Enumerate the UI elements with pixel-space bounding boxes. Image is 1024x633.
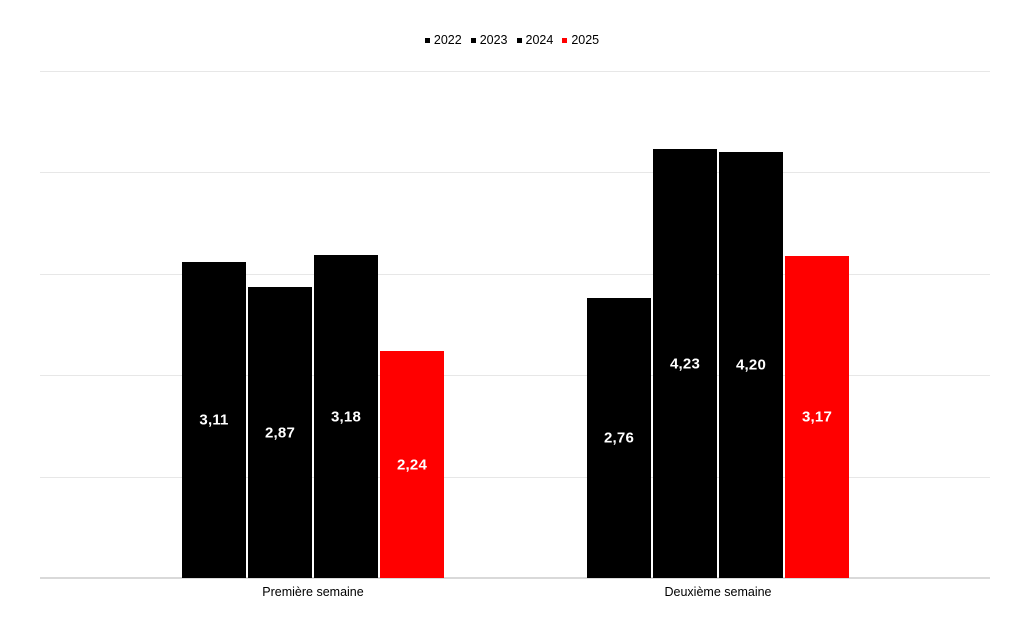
- bar-value-label: 2,76: [604, 429, 634, 447]
- legend-item-2022: 2022: [424, 33, 462, 47]
- legend-label: 2023: [479, 33, 508, 47]
- bar-value-label: 2,87: [265, 424, 295, 441]
- chart-legend: 2022 2023 2024 2025: [0, 32, 1024, 48]
- legend-item-2024: 2024: [516, 33, 554, 47]
- bar-2025-category-1: 2,24: [380, 351, 444, 578]
- bar-2023-category-1: 2,87: [248, 287, 312, 578]
- legend-marker-icon: [424, 37, 430, 43]
- legend-label: 2022: [433, 33, 462, 47]
- gridline: [40, 172, 990, 173]
- legend-label: 2025: [571, 33, 600, 47]
- bar-2022-category-2: 2,76: [587, 298, 651, 578]
- gridline: [40, 274, 990, 275]
- bar-value-label: 3,17: [802, 408, 832, 426]
- category-label-1: Première semaine: [262, 585, 364, 599]
- category-label-2: Deuxième semaine: [664, 585, 772, 599]
- bar-2024-category-2: 4,20: [719, 152, 783, 578]
- bar-2024-category-1: 3,18: [314, 255, 378, 578]
- gridline: [40, 375, 990, 376]
- legend-label: 2024: [525, 33, 554, 47]
- bar-value-label: 3,18: [331, 408, 361, 425]
- legend-marker-icon: [516, 37, 522, 43]
- bar-2025-category-2: 3,17: [785, 256, 849, 578]
- gridline: [40, 71, 990, 72]
- bar-value-label: 3,11: [199, 411, 229, 429]
- legend-item-2023: 2023: [470, 33, 508, 47]
- gridline: [40, 477, 990, 478]
- x-axis-line: [40, 577, 990, 579]
- bar-value-label: 4,20: [736, 356, 766, 374]
- bar-value-label: 4,23: [670, 355, 700, 372]
- legend-marker-icon: [562, 37, 568, 43]
- legend-marker-icon: [470, 37, 476, 43]
- bar-2022-category-1: 3,11: [182, 262, 246, 578]
- bar-2023-category-2: 4,23: [653, 149, 717, 578]
- legend-item-2025: 2025: [562, 33, 599, 47]
- bar-value-label: 2,24: [397, 456, 427, 473]
